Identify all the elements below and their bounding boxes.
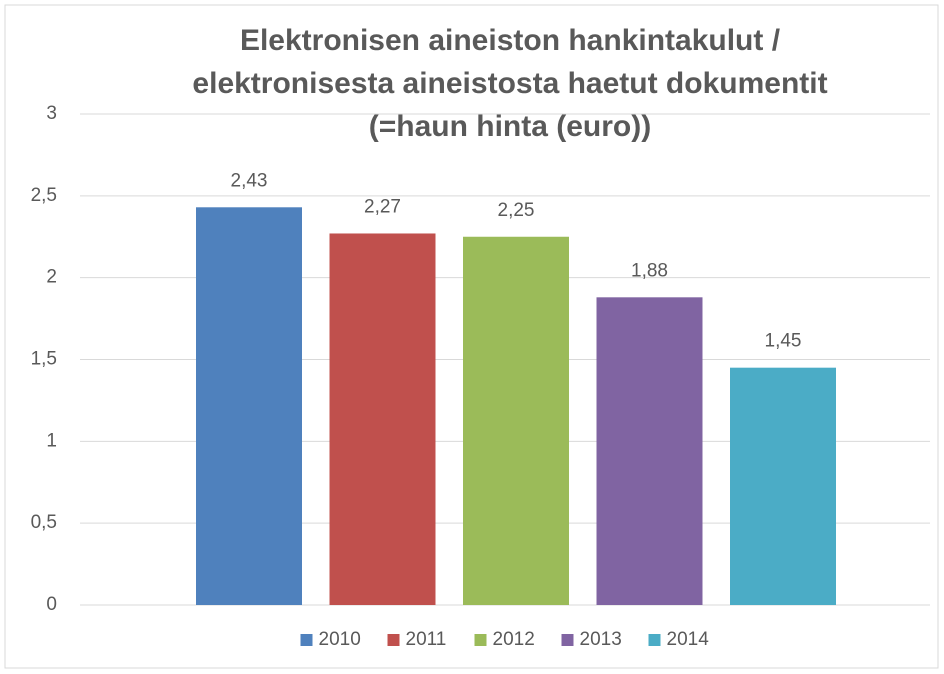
bar — [463, 236, 569, 605]
chart-title: elektronisesta aineistosta haetut dokume… — [192, 67, 827, 100]
data-label: 1,88 — [631, 260, 668, 281]
legend-label: 2010 — [319, 629, 361, 650]
legend-label: 2014 — [667, 629, 710, 650]
bar — [329, 233, 436, 605]
legend-label: 2012 — [493, 629, 535, 650]
data-label: 2,27 — [364, 196, 401, 217]
legend-swatch — [300, 634, 313, 646]
legend-swatch — [387, 634, 400, 646]
y-tick-label: 1 — [46, 430, 57, 451]
bar — [596, 297, 703, 605]
legend-label: 2013 — [580, 629, 622, 650]
data-label: 2,25 — [498, 200, 535, 221]
y-tick-label: 2 — [46, 267, 57, 288]
data-label: 2,43 — [231, 170, 268, 191]
bar — [196, 207, 302, 606]
y-tick-label: 2,5 — [31, 185, 57, 206]
data-label: 1,45 — [765, 331, 802, 352]
chart-title: Elektronisen aineiston hankintakulut / — [240, 24, 781, 57]
bar — [730, 367, 836, 605]
y-tick-label: 3 — [46, 103, 57, 124]
legend-swatch — [561, 634, 574, 646]
legend-label: 2011 — [406, 629, 447, 650]
y-tick-label: 0,5 — [31, 512, 57, 533]
legend-swatch — [648, 634, 661, 646]
legend-swatch — [474, 634, 487, 646]
y-tick-label: 0 — [46, 594, 57, 615]
chart-title: (=haun hinta (euro)) — [369, 110, 651, 143]
y-tick-label: 1,5 — [31, 349, 57, 370]
